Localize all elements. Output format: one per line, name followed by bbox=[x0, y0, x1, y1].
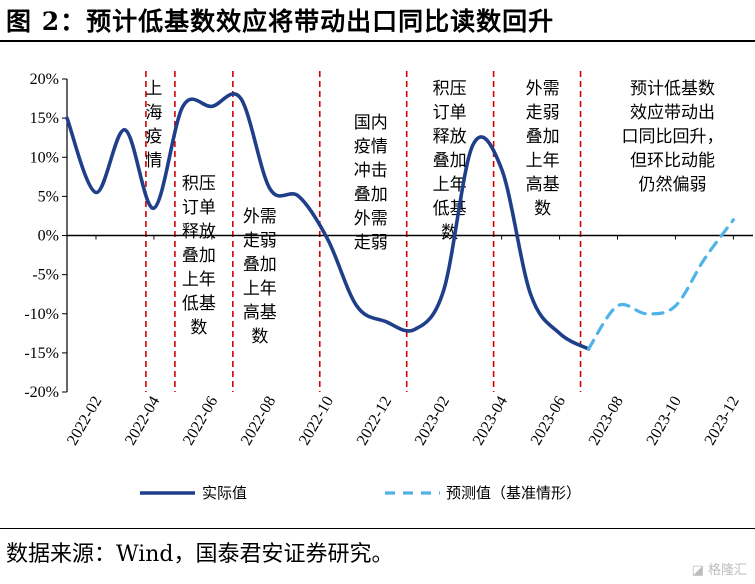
annotation-text: 叠加 bbox=[243, 255, 277, 275]
annotation-text: 国内 bbox=[354, 113, 388, 133]
y-tick-label: 15% bbox=[30, 110, 59, 127]
annotation-text: 积压 bbox=[182, 174, 216, 194]
annotation-text: 叠加 bbox=[433, 151, 467, 171]
annotation-text: 积压 bbox=[433, 79, 467, 99]
annotation-text: 外需 bbox=[354, 209, 388, 229]
figure-title: 图 2：预计低基数效应将带动出口同比读数回升 bbox=[6, 7, 555, 36]
annotation-text: 低基 bbox=[182, 294, 216, 314]
x-tick-label: 2023-06 bbox=[528, 394, 569, 449]
source-divider bbox=[0, 528, 755, 529]
y-tick-label: 0% bbox=[38, 228, 59, 245]
x-tick-label: 2022-08 bbox=[238, 394, 279, 449]
y-tick-label: -20% bbox=[24, 384, 59, 401]
legend-forecast-label: 预测值（基准情形） bbox=[446, 484, 581, 502]
y-tick-label: 10% bbox=[30, 149, 59, 166]
annotation-text: 疫 bbox=[145, 127, 162, 147]
x-tick-label: 2022-12 bbox=[354, 394, 395, 449]
annotation-text: 但环比动能 bbox=[630, 151, 715, 171]
annotation-text: 走弱 bbox=[526, 103, 560, 123]
annotation-text: 叠加 bbox=[354, 185, 388, 205]
annotation-text: 效应带动出 bbox=[630, 103, 715, 123]
series-layer bbox=[65, 92, 736, 351]
actual-series-line bbox=[65, 92, 591, 351]
watermark: ◪ 格隆汇 bbox=[692, 559, 747, 578]
annotation-text: 走弱 bbox=[354, 233, 388, 253]
legend: 实际值 预测值（基准情形） bbox=[140, 484, 581, 502]
watermark-text: 格隆汇 bbox=[707, 563, 747, 578]
y-tick-label: -10% bbox=[24, 306, 59, 323]
annotation-text: 叠加 bbox=[182, 246, 216, 266]
x-tick-label: 2022-04 bbox=[122, 394, 163, 449]
x-tick-label: 2022-10 bbox=[296, 394, 337, 449]
annotation-text: 上年 bbox=[182, 270, 216, 290]
annotation-text: 情 bbox=[145, 151, 162, 171]
x-tick-label: 2022-02 bbox=[64, 394, 105, 449]
annotation-text: 上年 bbox=[433, 175, 467, 195]
x-tick-label: 2023-10 bbox=[644, 394, 685, 449]
annotation-text: 仍然偏弱 bbox=[638, 175, 706, 195]
annotation-text: 上年 bbox=[526, 151, 560, 171]
annotation-text: 释放 bbox=[433, 127, 467, 147]
annotation-text: 口同比回升， bbox=[621, 127, 723, 147]
annotation-text: 疫情 bbox=[354, 137, 388, 157]
title-divider bbox=[0, 40, 755, 42]
annotation-text: 数 bbox=[190, 318, 207, 338]
x-tick-label: 2023-04 bbox=[470, 393, 511, 448]
annotation-text: 冲击 bbox=[354, 161, 388, 181]
x-tick-label: 2023-08 bbox=[586, 394, 627, 449]
annotation-text: 海 bbox=[145, 103, 162, 123]
annotation-text: 上 bbox=[145, 79, 162, 99]
annotation-text: 外需 bbox=[243, 207, 277, 227]
y-tick-label: -5% bbox=[32, 267, 59, 284]
line-chart: 20% 15% 10% 5% 0% -5% -10% -15% -20% 2022-02 2022-… bbox=[24, 71, 753, 502]
annotation-text: 叠加 bbox=[526, 127, 560, 147]
y-tick-label: -15% bbox=[24, 345, 59, 362]
annotation-text: 数 bbox=[251, 327, 268, 347]
annotation-text: 订单 bbox=[433, 103, 467, 123]
annotation-text: 数 bbox=[534, 199, 551, 219]
x-tick-label: 2023-12 bbox=[701, 394, 742, 449]
divider-layer bbox=[145, 71, 582, 392]
y-tick-label: 20% bbox=[30, 71, 59, 88]
y-tick-label: 5% bbox=[38, 188, 59, 205]
x-tick-label: 2023-02 bbox=[412, 394, 453, 449]
annotation-text: 高基 bbox=[243, 303, 277, 323]
annotation-text: 订单 bbox=[182, 198, 216, 218]
annotation-text: 预计低基数 bbox=[630, 79, 715, 99]
annotation-text: 释放 bbox=[182, 222, 216, 242]
source-note: 数据来源：Wind，国泰君安证券研究。 bbox=[6, 542, 394, 567]
annotation-text: 高基 bbox=[526, 175, 560, 195]
legend-actual-label: 实际值 bbox=[202, 484, 247, 502]
x-tick-label: 2022-06 bbox=[180, 394, 221, 449]
forecast-series-line bbox=[586, 218, 736, 351]
annotation-layer: 上海疫情积压订单释放叠加上年低基数外需走弱叠加上年高基数国内疫情冲击叠加外需走弱… bbox=[145, 79, 723, 347]
annotation-text: 上年 bbox=[243, 279, 277, 299]
watermark-logo-icon: ◪ bbox=[691, 563, 708, 578]
annotation-text: 外需 bbox=[526, 79, 560, 99]
annotation-text: 走弱 bbox=[243, 231, 277, 251]
